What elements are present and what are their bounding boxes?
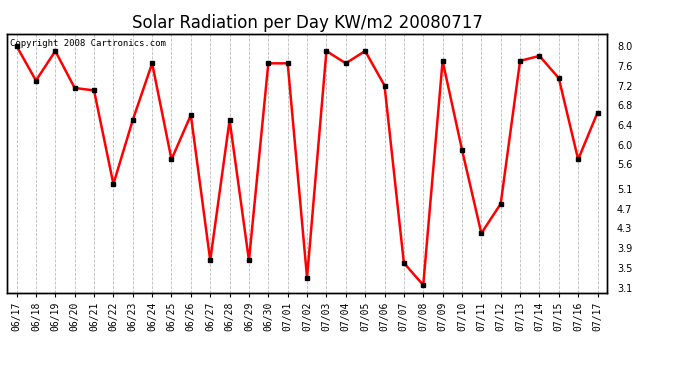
Title: Solar Radiation per Day KW/m2 20080717: Solar Radiation per Day KW/m2 20080717 bbox=[132, 14, 482, 32]
Text: Copyright 2008 Cartronics.com: Copyright 2008 Cartronics.com bbox=[10, 39, 166, 48]
